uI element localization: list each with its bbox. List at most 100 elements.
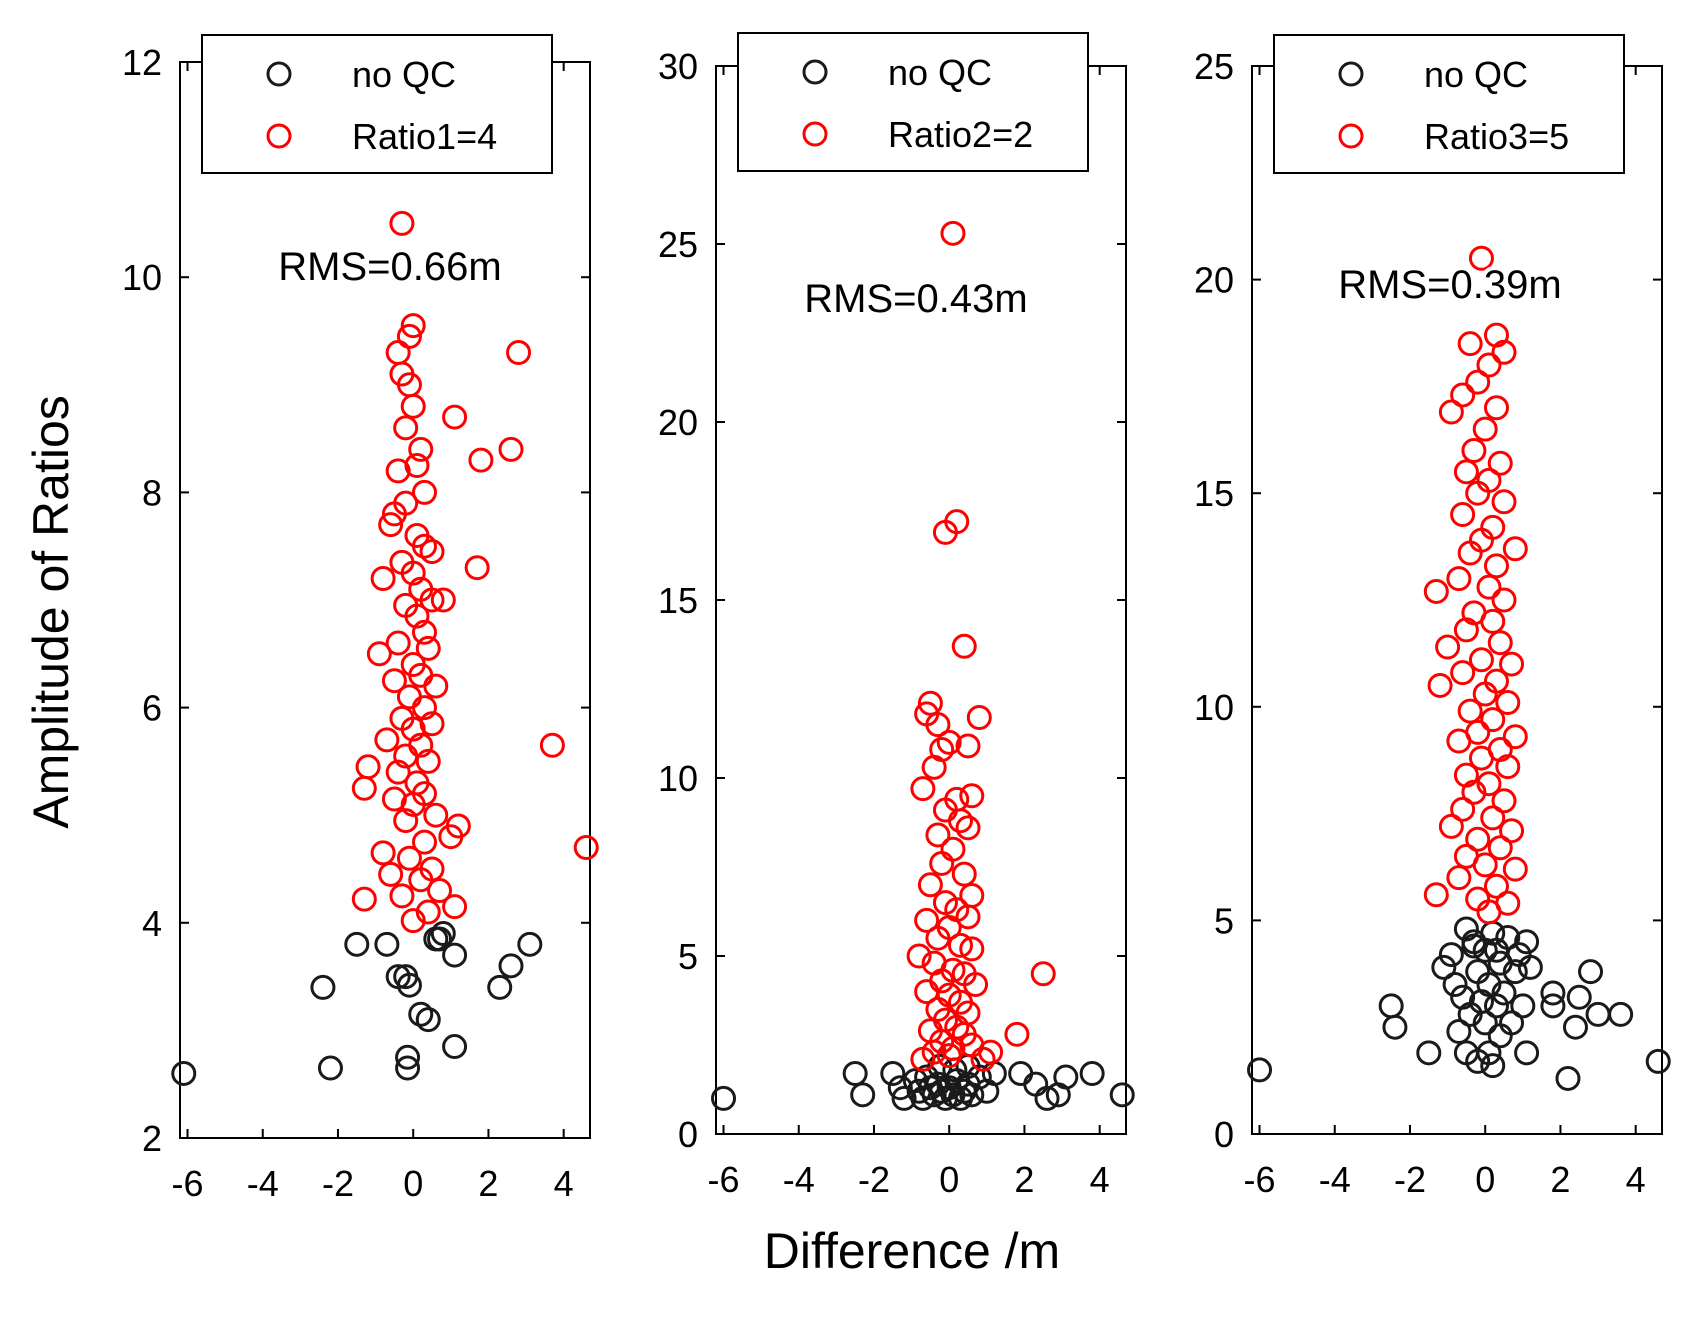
data-point — [1540, 993, 1566, 1019]
data-point — [1645, 1048, 1671, 1074]
series-no-qc — [1247, 916, 1671, 1091]
legend-marker — [802, 121, 828, 147]
data-point — [1461, 437, 1487, 463]
data-point — [1491, 587, 1517, 613]
x-tick-label: -6 — [708, 1159, 740, 1200]
data-point — [1450, 796, 1476, 822]
data-point — [423, 673, 449, 699]
data-point — [1472, 852, 1498, 878]
data-point — [887, 1075, 913, 1101]
data-point — [1476, 899, 1502, 925]
data-point — [1423, 882, 1449, 908]
data-point — [1450, 502, 1476, 528]
data-point — [415, 899, 441, 925]
data-point — [389, 210, 415, 236]
data-point — [1502, 959, 1528, 985]
data-point — [925, 712, 951, 738]
x-tick-label: 0 — [1475, 1159, 1495, 1200]
data-point — [921, 754, 947, 780]
chart-panel-1: -6 -4 -2 0 2 4 2 4 6 8 10 12 RMS=0.66m no QC Ratio1=4 — [122, 34, 599, 1204]
data-point — [1034, 1085, 1060, 1111]
x-tick-label: 2 — [1550, 1159, 1570, 1200]
x-tick-label: 0 — [403, 1163, 423, 1204]
data-point — [1487, 450, 1513, 476]
y-tick-label: 25 — [1194, 46, 1234, 87]
y-tick-label: 6 — [142, 688, 162, 729]
data-point — [1476, 971, 1502, 997]
data-point — [419, 587, 445, 613]
data-point — [1461, 779, 1487, 805]
data-point — [1483, 993, 1509, 1019]
data-point — [1382, 1014, 1408, 1040]
data-point — [400, 791, 426, 817]
series-no-qc — [171, 921, 543, 1086]
legend-label: Ratio1=4 — [352, 116, 497, 157]
data-point — [1476, 352, 1502, 378]
legend-marker — [266, 61, 292, 87]
legend-marker — [266, 123, 292, 149]
data-point — [442, 1034, 468, 1060]
data-point — [1566, 984, 1592, 1010]
y-tick-label: 30 — [658, 46, 698, 87]
x-tick-label: -6 — [172, 1163, 204, 1204]
data-point — [1465, 369, 1491, 395]
y-tick-label: 5 — [1214, 900, 1234, 941]
data-point — [374, 931, 400, 957]
data-point — [1476, 771, 1502, 797]
legend-label: no QC — [352, 54, 456, 95]
data-point — [1491, 788, 1517, 814]
data-point — [378, 861, 404, 887]
data-point — [932, 519, 958, 545]
data-point — [408, 1001, 434, 1027]
data-point — [1472, 416, 1498, 442]
y-tick-label: 5 — [678, 936, 698, 977]
data-point — [1502, 536, 1528, 562]
data-point — [171, 1060, 197, 1086]
legend-label: no QC — [888, 52, 992, 93]
data-point — [396, 972, 422, 998]
data-point — [1446, 1018, 1472, 1044]
data-point — [415, 635, 441, 661]
data-point — [396, 845, 422, 871]
data-point — [842, 1060, 868, 1086]
data-point — [1555, 1065, 1581, 1091]
data-point — [1446, 865, 1472, 891]
data-point — [910, 1046, 936, 1072]
data-point — [1442, 971, 1468, 997]
data-point — [1483, 873, 1509, 899]
data-point — [310, 974, 336, 1000]
data-point — [498, 436, 524, 462]
data-point — [1435, 634, 1461, 660]
data-point — [1053, 1064, 1079, 1090]
data-point — [1457, 540, 1483, 566]
data-point — [411, 829, 437, 855]
data-point — [1450, 382, 1476, 408]
data-point — [1453, 459, 1479, 485]
x-tick-label: -4 — [247, 1163, 279, 1204]
data-point — [925, 925, 951, 951]
data-point — [1438, 942, 1464, 968]
data-point — [381, 668, 407, 694]
data-point — [1495, 754, 1521, 780]
data-point — [947, 808, 973, 834]
data-point — [1465, 480, 1491, 506]
y-tick-label: 10 — [122, 257, 162, 298]
data-point — [966, 704, 992, 730]
data-point — [404, 603, 430, 629]
x-tick-label: -6 — [1244, 1159, 1276, 1200]
data-point — [955, 815, 981, 841]
data-point — [1453, 617, 1479, 643]
series-ratio — [906, 220, 1056, 1072]
data-point — [393, 808, 419, 834]
y-tick-label: 10 — [1194, 687, 1234, 728]
data-point — [370, 565, 396, 591]
chart-panel-2: -6 -4 -2 0 2 4 0 5 10 15 20 25 30 RMS=0.43m no QC Ratio… — [658, 32, 1135, 1200]
data-point — [400, 393, 426, 419]
data-point — [1487, 835, 1513, 861]
data-point — [959, 783, 985, 809]
data-point — [408, 867, 434, 893]
data-point — [959, 936, 985, 962]
data-point — [464, 555, 490, 581]
data-point — [393, 415, 419, 441]
series-ratio — [351, 210, 599, 934]
